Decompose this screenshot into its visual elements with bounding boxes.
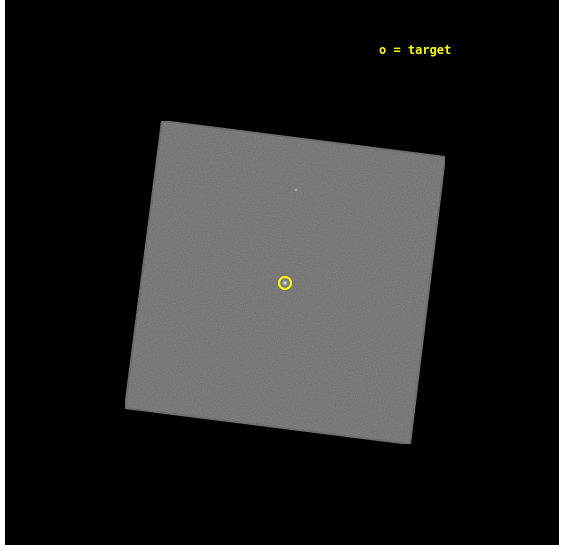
- page: o = target (() => { const data = JSON.pa…: [0, 0, 564, 550]
- legend-text: o = target: [379, 43, 451, 57]
- source: [281, 279, 289, 287]
- faint-source: [295, 189, 298, 192]
- image-view: o = target: [0, 0, 564, 550]
